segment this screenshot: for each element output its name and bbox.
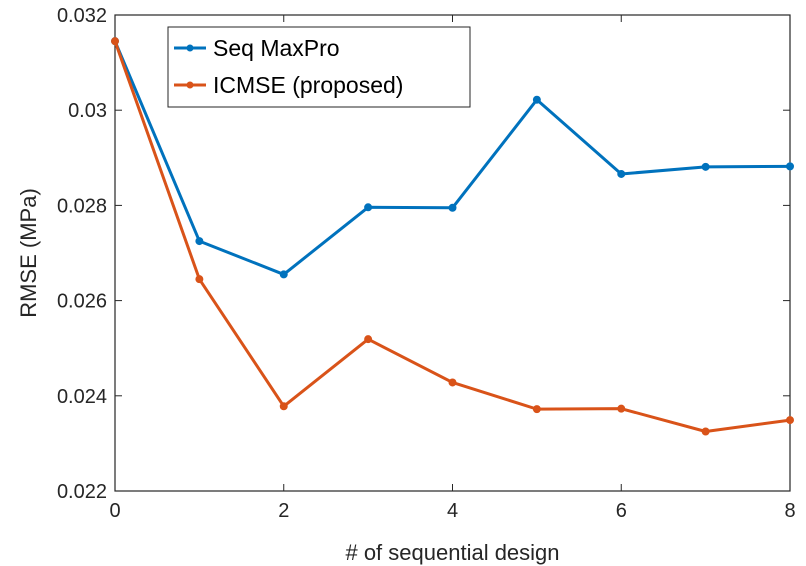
data-point [448, 203, 457, 212]
data-point [786, 162, 794, 171]
data-point [701, 162, 710, 171]
y-tick-label: 0.032 [57, 5, 107, 27]
data-point [111, 37, 119, 46]
y-tick-label: 0.022 [57, 481, 107, 503]
legend-entry-seq-maxpro: Seq MaxPro [174, 35, 340, 61]
data-point [364, 203, 373, 212]
data-point [701, 427, 710, 436]
data-point [195, 237, 204, 246]
data-point [448, 378, 457, 387]
x-tick-label: 8 [784, 500, 795, 522]
data-point [617, 169, 626, 178]
ticks-layer: 0 2 4 6 8 0.022 0.024 0.026 0.028 0.03 0.032 [57, 5, 796, 522]
axis-labels: # of sequential design RMSE (MPa) [16, 188, 560, 565]
legend: Seq MaxPro ICMSE (proposed) [167, 26, 471, 108]
legend-entry-icmse: ICMSE (proposed) [174, 72, 403, 98]
x-tick-label: 6 [616, 500, 627, 522]
data-point [617, 404, 626, 413]
data-point [532, 405, 541, 414]
x-tick-label: 4 [447, 500, 458, 522]
y-axis-label: RMSE (MPa) [16, 188, 41, 318]
legend-box [167, 26, 471, 108]
data-point [279, 270, 288, 279]
x-tick-label: 2 [278, 500, 289, 522]
legend-label: Seq MaxPro [213, 35, 340, 61]
x-axis-label: # of sequential design [345, 540, 559, 565]
data-point [364, 335, 373, 344]
legend-swatch-marker [186, 81, 194, 89]
data-point [195, 275, 204, 284]
series-icmse [111, 37, 794, 436]
y-tick-label: 0.03 [68, 100, 107, 122]
data-point [279, 402, 288, 411]
y-tick-label: 0.028 [57, 195, 107, 217]
y-tick-label: 0.026 [57, 291, 107, 313]
data-point [532, 95, 541, 104]
data-point [786, 416, 794, 425]
legend-swatch-marker [186, 44, 194, 52]
x-tick-label: 0 [109, 500, 120, 522]
y-tick-label: 0.024 [57, 386, 107, 408]
legend-label: ICMSE (proposed) [213, 72, 403, 98]
series-layer [111, 37, 794, 436]
